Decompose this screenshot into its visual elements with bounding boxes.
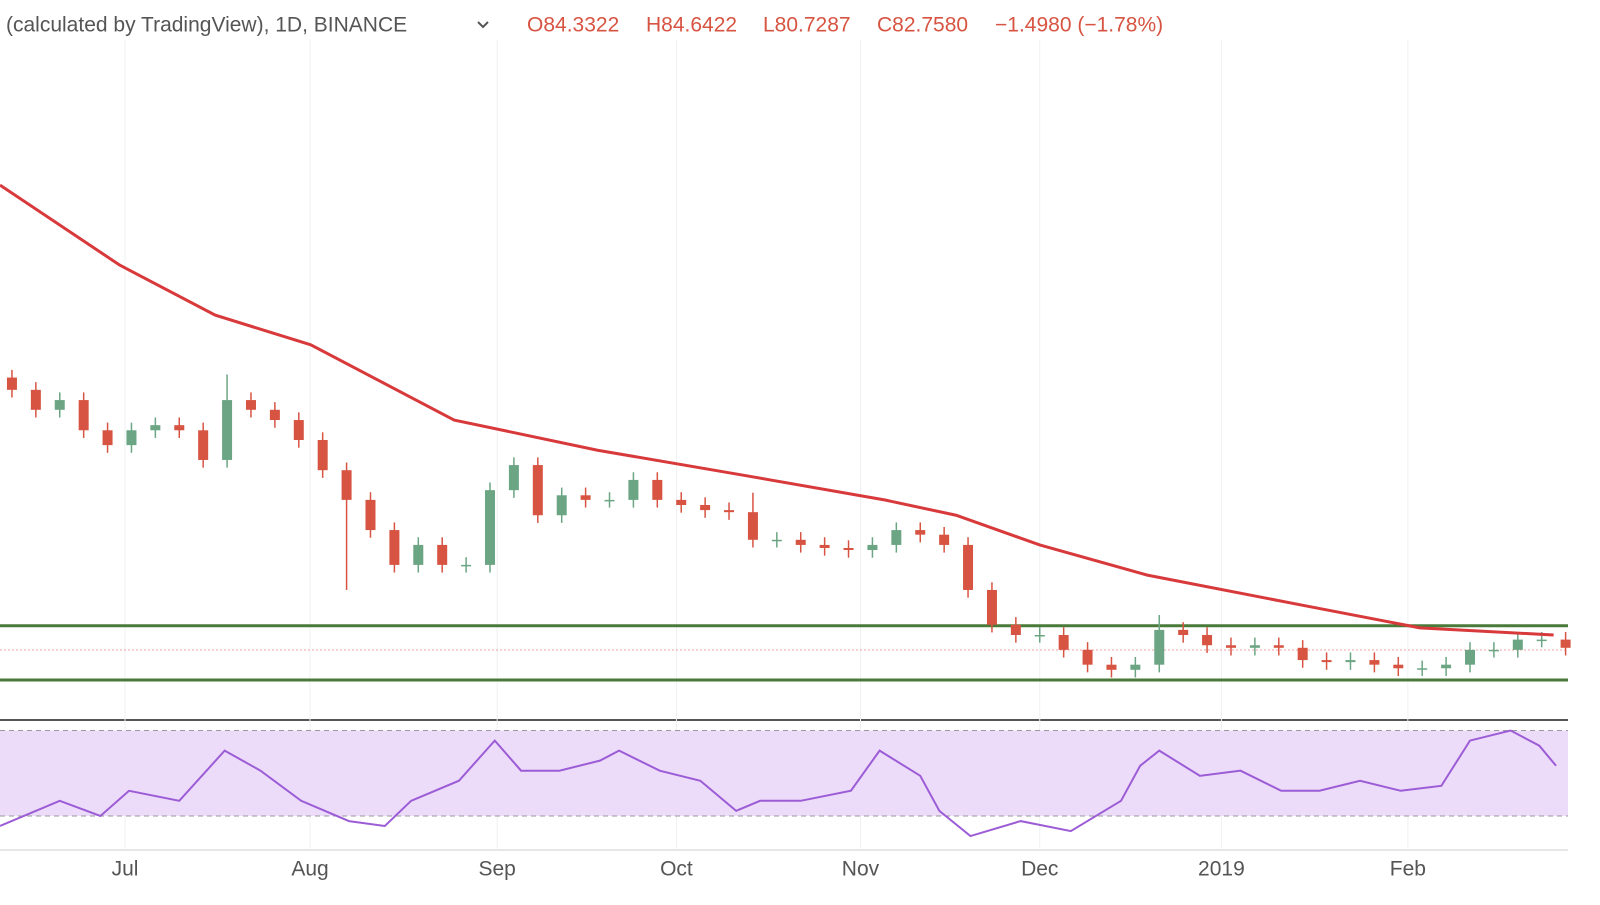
candle-body — [556, 495, 567, 516]
candle-body — [867, 544, 878, 551]
candle-body — [1321, 660, 1332, 663]
rsi-band — [0, 730, 1568, 816]
candle-body — [700, 505, 711, 511]
candle-body — [150, 425, 161, 431]
ohlc-high: H84.6422 — [646, 14, 737, 37]
candle-body — [843, 547, 854, 551]
candle-body — [413, 544, 424, 565]
candle-body — [6, 377, 17, 390]
candle-body — [1106, 664, 1117, 670]
ohlc-low: L80.7287 — [763, 14, 851, 37]
x-tick-label: 2019 — [1198, 858, 1245, 881]
candle-body — [939, 534, 950, 545]
candle-body — [1536, 639, 1547, 642]
symbol-info: (calculated by TradingView), 1D, BINANCE — [6, 14, 407, 37]
candle-body — [1560, 639, 1571, 648]
candle-body — [795, 539, 806, 545]
x-tick-label: Oct — [660, 858, 693, 881]
candle-body — [269, 409, 280, 421]
candle-body — [102, 430, 113, 446]
candle-body — [437, 544, 448, 565]
dropdown-icon[interactable] — [477, 21, 489, 29]
candle-body — [1441, 664, 1452, 669]
ohlc-close: C82.7580 — [877, 14, 968, 37]
candle-body — [747, 512, 758, 540]
rsi-line — [0, 729, 1557, 838]
candle-body — [198, 430, 209, 460]
candle-body — [222, 400, 233, 460]
candle-body — [1154, 629, 1165, 665]
candle-body — [986, 589, 997, 625]
candle-body — [676, 499, 687, 505]
candle-body — [1369, 660, 1380, 665]
candle-body — [1249, 645, 1260, 648]
candle-body — [580, 495, 591, 500]
candle-body — [30, 389, 41, 410]
x-tick-label: Sep — [478, 858, 515, 881]
candle-body — [341, 470, 352, 500]
candle-body — [461, 564, 472, 567]
candle-body — [485, 490, 495, 565]
candle-body — [1465, 649, 1475, 665]
candle-body — [508, 465, 519, 491]
candle-body — [293, 420, 304, 440]
candle-body — [245, 400, 256, 410]
candle-body — [174, 425, 185, 431]
ohlc-open: O84.3322 — [527, 14, 619, 37]
candle-body — [1345, 660, 1356, 663]
x-tick-label: Aug — [291, 858, 328, 881]
candle-body — [126, 430, 137, 446]
moving-average — [0, 183, 1554, 637]
candle-body — [1178, 629, 1189, 635]
candle-body — [54, 400, 65, 410]
candle-body — [317, 440, 328, 471]
candle-body — [1417, 668, 1428, 670]
candle-body — [1488, 649, 1499, 652]
candle-body — [628, 479, 639, 500]
candle-body — [771, 539, 782, 542]
candle-body — [1130, 664, 1141, 670]
ohlc-change: −1.4980 (−1.78%) — [995, 14, 1163, 37]
candle-body — [389, 530, 400, 565]
candle-body — [1034, 635, 1045, 637]
x-tick-label: Dec — [1021, 858, 1058, 881]
candle-body — [963, 544, 974, 590]
x-tick-label: Nov — [842, 858, 880, 881]
candle-body — [532, 465, 543, 516]
x-tick-label: Feb — [1390, 858, 1426, 881]
candle-body — [365, 499, 376, 531]
candle-body — [724, 510, 735, 513]
candle-body — [915, 530, 926, 535]
candle-body — [1512, 639, 1523, 650]
candle-body — [1082, 649, 1093, 665]
candle-body — [1273, 645, 1284, 648]
candle-body — [604, 499, 615, 502]
candle-body — [1202, 635, 1213, 646]
x-tick-label: Jul — [112, 858, 139, 881]
candle-body — [1297, 647, 1308, 661]
candle-body — [1010, 624, 1021, 635]
candle-body — [891, 530, 902, 545]
candle-body — [1225, 645, 1236, 648]
candle-body — [819, 544, 830, 548]
candle-body — [652, 479, 663, 500]
candle-body — [1058, 635, 1069, 650]
candle-body — [78, 400, 89, 431]
candle-body — [1393, 664, 1404, 669]
